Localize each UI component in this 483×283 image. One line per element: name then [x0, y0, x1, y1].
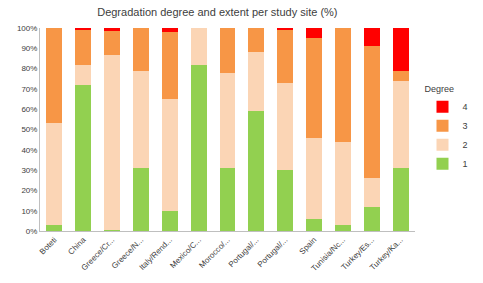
svg-text:Morocco/...: Morocco/...: [197, 235, 231, 269]
svg-text:3: 3: [463, 121, 468, 131]
svg-text:Greece/Cr...: Greece/Cr...: [80, 235, 117, 272]
svg-text:90%: 90%: [21, 44, 37, 53]
svg-text:10%: 10%: [21, 207, 37, 216]
svg-text:100%: 100%: [17, 24, 37, 33]
svg-text:Turkey/Es...: Turkey/Es...: [340, 235, 376, 271]
svg-text:Portugal/...: Portugal/...: [227, 235, 261, 269]
svg-text:80%: 80%: [21, 64, 37, 73]
svg-text:Portugal/...: Portugal/...: [256, 235, 290, 269]
svg-text:60%: 60%: [21, 105, 37, 114]
svg-text:Boteti: Boteti: [38, 235, 59, 256]
svg-text:50%: 50%: [21, 125, 37, 134]
svg-text:Spain: Spain: [297, 235, 318, 256]
svg-text:Greece/N...: Greece/N...: [110, 235, 145, 270]
svg-text:China: China: [66, 235, 88, 257]
svg-text:2: 2: [463, 140, 468, 150]
svg-text:70%: 70%: [21, 85, 37, 94]
svg-text:0%: 0%: [26, 227, 38, 236]
svg-text:4: 4: [463, 102, 468, 112]
svg-text:Italy/Rend...: Italy/Rend...: [138, 235, 175, 272]
svg-text:Degree: Degree: [425, 84, 455, 94]
svg-text:40%: 40%: [21, 146, 37, 155]
svg-text:30%: 30%: [21, 166, 37, 175]
svg-text:1: 1: [463, 159, 468, 169]
svg-text:Tunisia/Nc...: Tunisia/Nc...: [310, 235, 348, 273]
svg-text:Degradation degree and extent: Degradation degree and extent per study …: [97, 6, 337, 18]
svg-text:Mexico/C...: Mexico/C...: [168, 235, 203, 270]
svg-text:20%: 20%: [21, 186, 37, 195]
svg-text:Turkey/Ka...: Turkey/Ka...: [368, 235, 405, 272]
